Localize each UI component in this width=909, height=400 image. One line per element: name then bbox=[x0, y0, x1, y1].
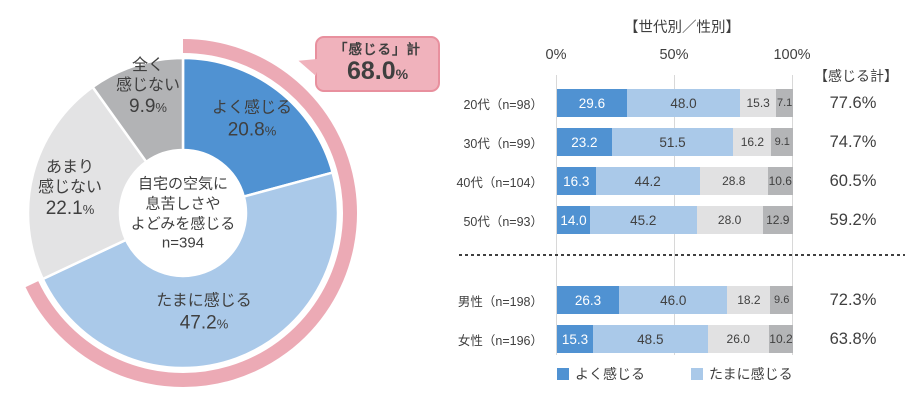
bar-track: 16.3 44.2 28.8 10.6 bbox=[557, 167, 793, 195]
legend: よく感じる たまに感じる bbox=[557, 364, 793, 384]
bar-segment: 29.6 bbox=[557, 89, 627, 117]
bar-row-total: 77.6% bbox=[829, 93, 877, 112]
bar-row: 男性（n=198） 26.3 46.0 18.2 9.6 72.3% bbox=[455, 286, 909, 314]
axis-tick-50: 50% bbox=[659, 47, 689, 63]
bar-segment: 46.0 bbox=[619, 286, 728, 314]
totals-column-header: 【感じる計】 bbox=[814, 68, 898, 84]
legend-item-sometimes: たまに感じる bbox=[691, 364, 793, 384]
bar-segment: 16.2 bbox=[733, 128, 772, 156]
bar-segment: 9.6 bbox=[770, 286, 794, 314]
bar-row-label: 女性（n=196） bbox=[457, 333, 543, 348]
axis-tick-0: 0% bbox=[545, 47, 567, 63]
donut-segment-3 bbox=[91, 56, 185, 164]
legend-label-often: よく感じる bbox=[575, 366, 645, 382]
callout-number: 68.0 bbox=[346, 57, 396, 86]
bar-segment: 16.3 bbox=[557, 167, 596, 195]
bar-segment: 12.9 bbox=[762, 206, 793, 234]
donut-chart bbox=[25, 39, 357, 387]
bar-segment: 23.2 bbox=[557, 128, 612, 156]
bar-row-label: 男性（n=198） bbox=[457, 294, 543, 309]
donut-segment-2 bbox=[26, 85, 148, 281]
legend-item-often: よく感じる bbox=[557, 364, 645, 384]
bar-segment: 10.6 bbox=[767, 167, 793, 195]
total-callout: 「感じる」計 68.0% bbox=[295, 36, 440, 92]
bar-segment: 45.2 bbox=[589, 206, 697, 234]
bar-segment: 28.8 bbox=[699, 167, 768, 195]
donut-segment-1 bbox=[41, 171, 340, 370]
bar-row: 20代（n=98） 29.6 48.0 15.3 7.1 77.6% bbox=[455, 89, 909, 117]
bar-segment: 14.0 bbox=[557, 206, 590, 234]
bar-segment: 48.5 bbox=[593, 325, 708, 353]
donut-segment-0 bbox=[181, 56, 334, 198]
legend-label-sometimes: たまに感じる bbox=[709, 366, 793, 382]
bar-segment: 28.0 bbox=[696, 206, 763, 234]
bar-row-total: 74.7% bbox=[829, 132, 877, 151]
bar-group-age: 20代（n=98） 29.6 48.0 15.3 7.1 77.6% 30代（n=99） 23… bbox=[455, 89, 909, 245]
bar-segment: 7.1 bbox=[776, 89, 794, 117]
bar-track: 29.6 48.0 15.3 7.1 bbox=[557, 89, 794, 117]
stacked-bar-panel: 【世代別／性別】 0% 50% 100% 【感じる計】 20代（n=98） 29.… bbox=[455, 0, 909, 400]
callout-label: 「感じる」計 bbox=[334, 42, 421, 58]
bar-track: 14.0 45.2 28.0 12.9 bbox=[557, 206, 793, 234]
bar-chart-title: 【世代別／性別】 bbox=[624, 20, 740, 36]
bar-row-total: 72.3% bbox=[829, 290, 877, 309]
bar-track: 23.2 51.5 16.2 9.1 bbox=[557, 128, 793, 156]
bar-row: 40代（n=104） 16.3 44.2 28.8 10.6 60.5% bbox=[455, 167, 909, 195]
bar-segment: 15.3 bbox=[557, 325, 594, 353]
callout-value: 68.0% bbox=[347, 58, 408, 84]
legend-swatch-often-icon bbox=[557, 368, 569, 380]
bar-row-label: 20代（n=98） bbox=[463, 97, 543, 112]
bar-segment: 51.5 bbox=[611, 128, 734, 156]
legend-swatch-sometimes-icon bbox=[691, 368, 703, 380]
bar-row: 女性（n=196） 15.3 48.5 26.0 10.2 63.8% bbox=[455, 325, 909, 353]
axis-tick-100: 100% bbox=[773, 47, 811, 63]
bar-segment: 18.2 bbox=[727, 286, 771, 314]
bar-row-label: 50代（n=93） bbox=[463, 214, 543, 229]
bar-track: 15.3 48.5 26.0 10.2 bbox=[557, 325, 793, 353]
bar-row-total: 60.5% bbox=[829, 171, 877, 190]
bar-row: 30代（n=99） 23.2 51.5 16.2 9.1 74.7% bbox=[455, 128, 909, 156]
bar-segment: 44.2 bbox=[595, 167, 700, 195]
bar-row-label: 30代（n=99） bbox=[463, 136, 543, 151]
callout-percent-sign: % bbox=[395, 66, 409, 83]
bar-segment: 26.0 bbox=[707, 325, 769, 353]
donut-chart-panel: 自宅の空気に 息苦しさや よどみを感じる n=394 よく感じる 20.8% たまに… bbox=[25, 36, 440, 387]
bar-group-gender: 男性（n=198） 26.3 46.0 18.2 9.6 72.3% 女性（n=196） 15… bbox=[455, 286, 909, 364]
bar-row-total: 63.8% bbox=[829, 329, 877, 348]
bar-segment: 9.1 bbox=[771, 128, 793, 156]
bar-segment: 15.3 bbox=[740, 89, 777, 117]
group-separator bbox=[459, 254, 905, 256]
bar-segment: 26.3 bbox=[557, 286, 619, 314]
bar-track: 26.3 46.0 18.2 9.6 bbox=[557, 286, 794, 314]
bar-row-label: 40代（n=104） bbox=[456, 175, 543, 190]
bar-row-total: 59.2% bbox=[829, 210, 877, 229]
bar-row: 50代（n=93） 14.0 45.2 28.0 12.9 59.2% bbox=[455, 206, 909, 234]
bar-segment: 10.2 bbox=[768, 325, 793, 353]
highlight-arc bbox=[25, 39, 357, 387]
gridline-0 bbox=[556, 75, 557, 355]
bar-segment: 48.0 bbox=[626, 89, 741, 117]
